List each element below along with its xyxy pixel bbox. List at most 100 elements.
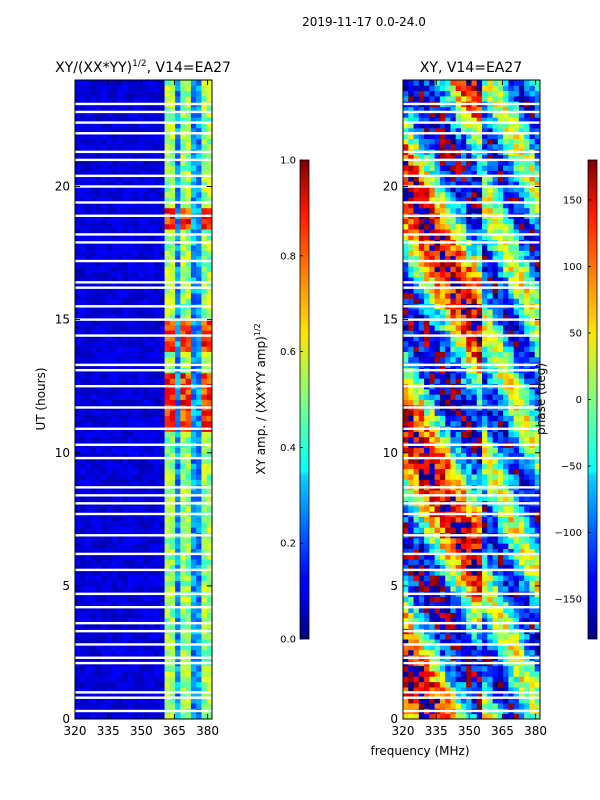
- phase-cell: [408, 468, 414, 475]
- amp-cell: [138, 697, 144, 704]
- amp-cell: [148, 117, 155, 123]
- amp-cell: [90, 340, 97, 347]
- phase-cell: [413, 356, 420, 363]
- amp-cell: [117, 596, 123, 603]
- amp-cell: [154, 495, 160, 502]
- amp-cell: [143, 218, 150, 225]
- phase-cell: [403, 687, 409, 693]
- amp-cell: [201, 293, 208, 299]
- phase-cell: [513, 601, 520, 608]
- amp-cell: [190, 207, 197, 214]
- amp-cell: [90, 85, 97, 92]
- phase-cell: [471, 697, 478, 704]
- phase-cell: [460, 639, 467, 645]
- phase-cell: [466, 633, 472, 640]
- phase-cell: [466, 564, 472, 571]
- amp-cell: [85, 111, 92, 118]
- phase-cell: [487, 585, 493, 592]
- amp-cell: [175, 138, 181, 145]
- phase-cell: [476, 452, 483, 459]
- amp-cell: [206, 394, 213, 400]
- amp-cell: [169, 676, 176, 683]
- amp-cell: [190, 261, 197, 267]
- amp-cell: [132, 181, 139, 187]
- amp-cell: [96, 580, 102, 587]
- phase-cell: [497, 633, 504, 640]
- phase-cell: [487, 394, 493, 400]
- amp-cell: [175, 314, 181, 321]
- amp-cell: [180, 420, 187, 427]
- amp-cell: [185, 431, 192, 438]
- amp-cell: [148, 495, 155, 502]
- phase-cell: [403, 463, 409, 470]
- amp-cell: [159, 159, 165, 166]
- amp-cell: [143, 330, 150, 336]
- amp-cell: [143, 548, 150, 555]
- amp-cell: [101, 340, 108, 347]
- amp-cell: [138, 506, 144, 512]
- amp-cell: [180, 474, 187, 480]
- phase-cell: [518, 410, 525, 416]
- amp-cell: [206, 388, 213, 395]
- amp-cell: [127, 117, 134, 123]
- phase-cell: [434, 703, 441, 709]
- phase-cell: [482, 612, 488, 619]
- amp-cell: [185, 330, 192, 336]
- amp-cell: [180, 516, 187, 523]
- phase-cell: [403, 447, 409, 454]
- amp-cell: [196, 607, 202, 613]
- amp-cell: [80, 436, 86, 443]
- amp-cell: [190, 468, 197, 475]
- amp-cell: [143, 495, 150, 502]
- amp-cell: [169, 218, 176, 225]
- phase-cell: [487, 681, 493, 688]
- phase-cell: [439, 463, 446, 470]
- phase-cell: [503, 388, 509, 395]
- amp-cell: [154, 133, 160, 139]
- phase-cell: [518, 633, 525, 640]
- phase-cell: [466, 575, 472, 581]
- amp-cell: [185, 181, 192, 187]
- amp-cell: [122, 527, 129, 534]
- amp-cell: [132, 111, 139, 118]
- phase-cell: [429, 463, 436, 470]
- amp-cell: [127, 271, 134, 278]
- amp-cell: [196, 388, 202, 395]
- amp-cell: [206, 548, 213, 555]
- phase-cell: [487, 543, 493, 549]
- phase-cell: [403, 671, 409, 677]
- phase-cell: [408, 564, 414, 571]
- amp-cell: [80, 548, 86, 555]
- amp-cell: [180, 154, 187, 161]
- amp-cell: [164, 601, 171, 608]
- phase-cell: [466, 436, 472, 443]
- phase-cell: [413, 713, 420, 720]
- phase-cell: [471, 617, 478, 624]
- phase-cell: [408, 436, 414, 443]
- amp-cell: [154, 415, 160, 422]
- amp-cell: [122, 175, 129, 182]
- amp-cell: [85, 133, 92, 139]
- amp-cell: [206, 170, 213, 177]
- amp-cell: [138, 548, 144, 555]
- phase-cell: [529, 527, 536, 534]
- amp-cell: [111, 165, 118, 171]
- amp-cell: [90, 287, 97, 294]
- amp-cell: [185, 564, 192, 571]
- amp-cell: [148, 202, 155, 209]
- amp-cell: [117, 601, 123, 608]
- phase-cell: [450, 388, 457, 395]
- amp-cell: [85, 80, 92, 86]
- amp-cell: [169, 687, 176, 693]
- amp-cell: [206, 436, 213, 443]
- amp-cell: [175, 266, 181, 273]
- flag-gap: [75, 629, 212, 633]
- phase-cell: [403, 490, 409, 496]
- amp-cell: [75, 506, 81, 512]
- amp-cell: [185, 676, 192, 683]
- amp-cell: [101, 623, 108, 629]
- amp-cell: [148, 271, 155, 278]
- amp-cell: [96, 165, 102, 171]
- amp-cell: [138, 490, 144, 496]
- amp-cell: [206, 356, 213, 363]
